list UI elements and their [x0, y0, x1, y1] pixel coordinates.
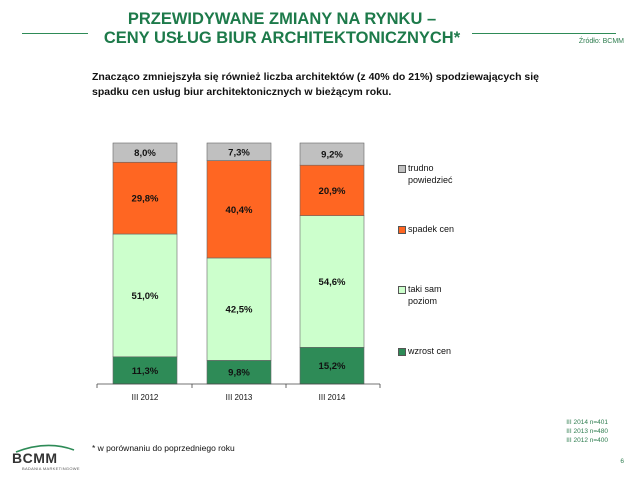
legend-label-trudno-2: powiedzieć: [408, 175, 453, 185]
page-title: PRZEWIDYWANE ZMIANY NA RYNKU – CENY USŁU…: [92, 10, 472, 48]
logo-subtext: BADANIA MARKETINGOWE: [22, 466, 80, 471]
legend-label-wzrost: wzrost cen: [408, 346, 452, 356]
page-number: 6: [620, 458, 624, 465]
logo-text: BCMM: [12, 450, 58, 466]
x-tick-label-0: III 2012: [132, 393, 159, 402]
legend-label-spadek: spadek cen: [408, 224, 455, 234]
data-label-taki-1: 42,5%: [226, 305, 253, 316]
sample-size-2014: III 2014 n=401: [566, 419, 608, 426]
bar-spadek-2: [299, 164, 365, 216]
legend-swatch-trudno: [398, 165, 406, 173]
bar-taki-2: [299, 215, 365, 348]
title-rule-left: [22, 33, 88, 34]
data-label-spadek-0: 29,8%: [132, 194, 159, 205]
x-tick-label-2: III 2014: [319, 393, 346, 402]
data-label-spadek-2: 20,9%: [319, 186, 346, 197]
bar-trudno-1: [206, 142, 272, 161]
data-label-wzrost-2: 15,2%: [319, 361, 346, 372]
logo-swoosh-icon: [15, 444, 75, 453]
legend-label-trudno-1: trudno: [408, 163, 434, 173]
legend-swatch-taki: [398, 286, 406, 294]
data-label-wzrost-1: 9,8%: [228, 368, 250, 379]
title-rule-right: [472, 33, 616, 34]
legend-label-taki-1: taki sam: [408, 284, 442, 294]
x-tick-label-1: III 2013: [226, 393, 253, 402]
data-label-trudno-2: 9,2%: [321, 150, 343, 161]
bcmm-logo: BCMM BADANIA MARKETINGOWE: [12, 442, 82, 472]
data-label-taki-2: 54,6%: [319, 277, 346, 288]
bar-wzrost-0: [112, 356, 178, 385]
data-label-spadek-1: 40,4%: [226, 205, 253, 216]
title-line-2: CENY USŁUG BIUR ARCHITEKTONICZNYCH*: [103, 29, 461, 47]
legend-label-taki-2: poziom: [408, 296, 438, 306]
data-label-wzrost-0: 11,3%: [132, 366, 159, 377]
data-label-trudno-0: 8,0%: [134, 148, 156, 159]
legend-swatch-wzrost: [398, 348, 406, 356]
data-label-taki-0: 51,0%: [132, 291, 159, 302]
sample-sizes: III 2014 n=401 III 2013 n=480 III 2012 n…: [566, 418, 608, 445]
source-label: Źródło: BCMM: [578, 38, 624, 45]
bar-taki-0: [112, 233, 178, 358]
footnote: * w porównaniu do poprzedniego roku: [92, 443, 235, 453]
legend-swatch-spadek: [398, 226, 406, 234]
bar-trudno-0: [112, 142, 178, 163]
bar-spadek-0: [112, 161, 178, 235]
bar-spadek-1: [206, 160, 272, 259]
title-line-1: PRZEWIDYWANE ZMIANY NA RYNKU –: [127, 10, 437, 28]
bar-trudno-2: [299, 142, 365, 166]
data-label-trudno-1: 7,3%: [228, 147, 250, 158]
sample-size-2012: III 2012 n=400: [566, 437, 608, 444]
subtitle: Znacząco zmniejszyła się również liczba …: [92, 71, 539, 98]
bar-wzrost-2: [299, 347, 365, 385]
sample-size-2013: III 2013 n=480: [566, 428, 608, 435]
